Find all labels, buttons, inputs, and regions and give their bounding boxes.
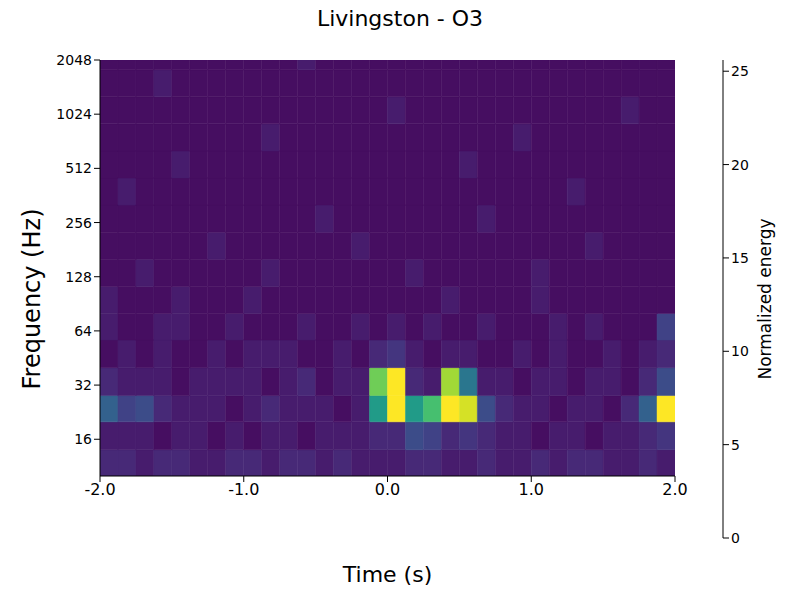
html-text:Frequency (Hz): Frequency (Hz) bbox=[18, 208, 46, 390]
svg-text:1024: 1024 bbox=[56, 106, 92, 122]
svg-text:-2.0: -2.0 bbox=[84, 480, 115, 499]
html-text:Livingston - O3: Livingston - O3 bbox=[316, 6, 484, 31]
svg-text:5: 5 bbox=[731, 437, 740, 453]
svg-text:0.0: 0.0 bbox=[375, 480, 400, 499]
html-text:Time (s): Time (s) bbox=[342, 562, 433, 587]
svg-text:128: 128 bbox=[65, 269, 92, 285]
svg-text:512: 512 bbox=[65, 160, 92, 176]
svg-text:10: 10 bbox=[731, 343, 749, 359]
svg-text:256: 256 bbox=[65, 215, 92, 231]
svg-text:16: 16 bbox=[74, 431, 92, 447]
svg-text:2048: 2048 bbox=[56, 52, 92, 68]
svg-text:15: 15 bbox=[731, 250, 749, 266]
svg-text:2.0: 2.0 bbox=[662, 480, 687, 499]
svg-text:1.0: 1.0 bbox=[519, 480, 544, 499]
svg-text:25: 25 bbox=[731, 63, 749, 79]
svg-text:0: 0 bbox=[731, 530, 740, 546]
html-text:Normalized energy: Normalized energy bbox=[755, 218, 775, 380]
svg-text:64: 64 bbox=[74, 323, 92, 339]
svg-text:32: 32 bbox=[74, 377, 92, 393]
svg-text:20: 20 bbox=[731, 157, 749, 173]
svg-text:-1.0: -1.0 bbox=[228, 480, 259, 499]
